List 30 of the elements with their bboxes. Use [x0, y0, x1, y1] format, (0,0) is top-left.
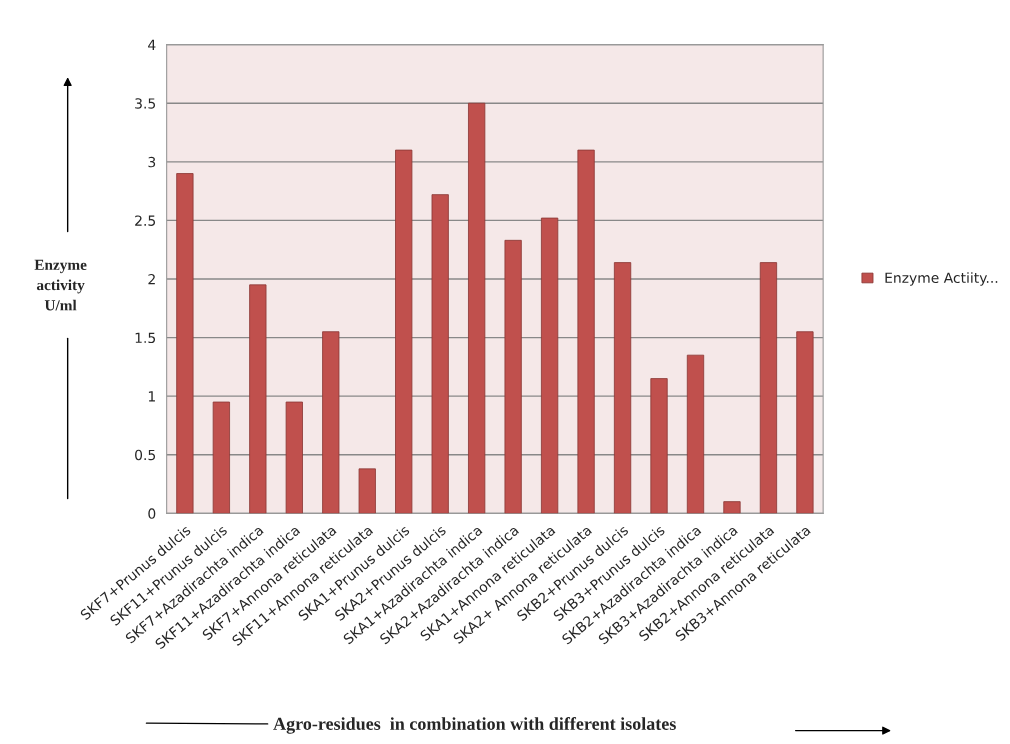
bar: [322, 331, 340, 514]
y-tick-label: 2: [148, 273, 155, 285]
y-tick-label: 3: [148, 156, 156, 168]
x-axis-title: Agro-residues in combination with different isolates: [273, 717, 676, 734]
y-tick-label: 0.5: [135, 449, 156, 461]
bar: [723, 501, 741, 514]
bar: [759, 262, 778, 514]
bar: [686, 354, 705, 514]
bar: [176, 173, 194, 514]
bar: [796, 331, 814, 514]
bar: [504, 239, 522, 514]
y-tick-label: 3.5: [135, 98, 156, 109]
bar: [212, 401, 230, 514]
legend-label: Enzyme Actiity...: [885, 272, 998, 286]
y-axis-title: Enzyme activity U/ml: [34, 259, 87, 311]
y-tick-label: 1: [148, 391, 155, 402]
bar: [650, 378, 668, 514]
bar: [577, 149, 595, 514]
y-tick-label: 0: [148, 508, 156, 519]
bar: [249, 284, 267, 514]
bar: [613, 262, 632, 514]
bar: [358, 468, 376, 514]
bar: [540, 217, 559, 514]
bar: [395, 149, 413, 514]
bar: [285, 401, 303, 514]
bar: [431, 194, 449, 514]
y-tick-label: 1.5: [135, 332, 156, 344]
bar: [468, 102, 486, 514]
y-tick-label: 4: [148, 39, 156, 50]
y-tick-label: 2.5: [135, 215, 156, 226]
